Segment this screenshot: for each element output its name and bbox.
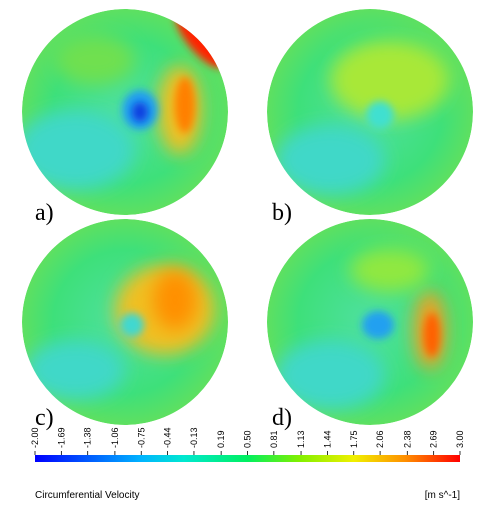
panel-label: d) — [272, 405, 292, 431]
tick-label: 2.06 — [375, 430, 385, 448]
tick-label: 3.00 — [455, 430, 465, 448]
panel-label: b) — [272, 200, 292, 226]
tick-label: 2.69 — [429, 430, 439, 448]
tick-label: -1.06 — [110, 427, 120, 448]
tick-label: 1.13 — [296, 430, 306, 448]
tick-label: 0.81 — [269, 430, 279, 448]
colorbar-title: Circumferential Velocity — [35, 490, 139, 501]
tick-label: -0.13 — [189, 427, 199, 448]
panel-label: a) — [35, 200, 54, 226]
tick-label: 2.38 — [402, 430, 412, 448]
contour-b — [267, 9, 473, 215]
tick-label: -0.44 — [163, 427, 173, 448]
tick-label: -0.75 — [136, 427, 146, 448]
colorbar — [35, 455, 460, 462]
tick-label: 1.75 — [349, 430, 359, 448]
contour-c — [22, 219, 228, 425]
contour-d — [267, 219, 473, 425]
tick-label: -2.00 — [30, 427, 40, 448]
tick-label: 0.50 — [243, 430, 253, 448]
tick-label: -1.38 — [83, 427, 93, 448]
contour-a — [22, 9, 228, 215]
panel-labels: a) b) c) d) — [35, 200, 292, 431]
tick-label: 1.44 — [322, 430, 332, 448]
panel-label: c) — [35, 405, 54, 431]
colorbar-ticks: -2.00 -1.69 -1.38 -1.06 -0.75 -0.44 -0.13 0.19 0… — [30, 427, 465, 455]
tick-label: -1.69 — [56, 427, 66, 448]
tick-label: 0.19 — [216, 430, 226, 448]
colorbar-unit: [m s^-1] — [425, 490, 460, 501]
